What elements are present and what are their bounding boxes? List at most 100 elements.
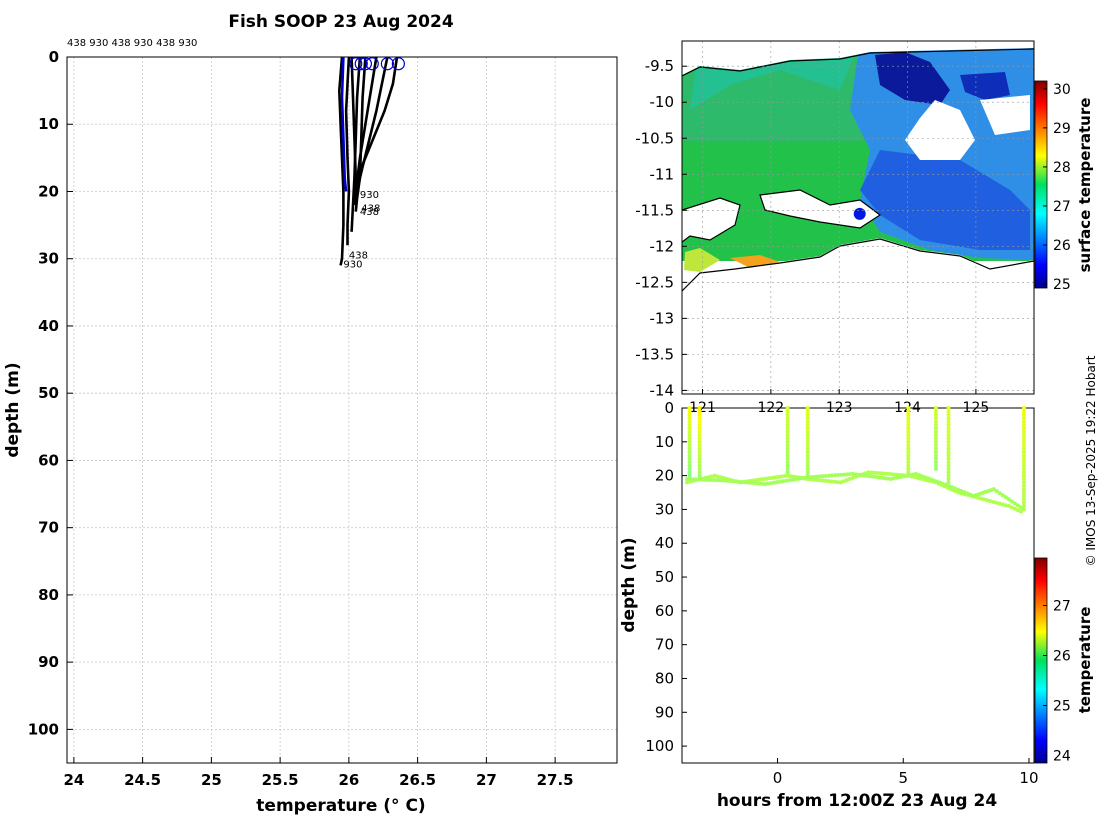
section-cast-point xyxy=(1021,477,1026,481)
section-track-point xyxy=(782,474,787,479)
section-cast-point xyxy=(946,429,951,434)
section-track-point xyxy=(850,475,855,480)
section-track-point xyxy=(875,471,880,476)
section-track-point xyxy=(685,480,690,485)
section-track-point xyxy=(775,480,780,485)
map-lat-tick-label: -14 xyxy=(650,381,675,399)
section-plot-frame xyxy=(681,407,1035,764)
coastline-north xyxy=(682,48,1034,77)
section-cast-point xyxy=(1021,409,1026,414)
section-cast-point xyxy=(933,409,938,414)
section-cast-point xyxy=(785,439,790,444)
section-cast-point xyxy=(697,419,702,424)
section-cast-point xyxy=(906,429,911,434)
section-cast-point xyxy=(697,443,702,448)
section-track-point xyxy=(778,479,783,484)
section-cast-point xyxy=(687,449,692,454)
section-track-point xyxy=(770,475,775,480)
section-cast-point xyxy=(946,433,951,438)
section-track-point xyxy=(814,477,819,482)
profile-x-tick-label: 24 xyxy=(63,771,84,789)
section-cast-point xyxy=(946,439,951,444)
temperature-colorbar-ticks: 24 25 26 27 xyxy=(1043,599,1071,765)
section-track-point xyxy=(772,480,777,485)
profile-y-tick-label: 50 xyxy=(38,384,59,402)
section-track-point xyxy=(884,471,889,476)
section-cast-point xyxy=(687,439,692,444)
section-track-point xyxy=(703,477,708,482)
section-cast-point xyxy=(1021,429,1026,434)
section-track-point xyxy=(817,478,822,483)
land-islands xyxy=(760,190,880,228)
section-cast-point xyxy=(1021,463,1026,468)
section-track-point xyxy=(991,499,996,504)
section-cast-point xyxy=(785,433,790,438)
land-south xyxy=(682,238,1034,394)
profile-x-axis-label: temperature (° C) xyxy=(256,796,425,816)
section-track-point xyxy=(997,501,1002,506)
profile-x-tick-label: 25.5 xyxy=(262,771,299,789)
section-track-point xyxy=(719,478,724,483)
section-track-point xyxy=(1012,506,1017,511)
section-track-point xyxy=(881,471,886,476)
section-cast-point xyxy=(1021,419,1026,424)
section-cast-point xyxy=(933,463,938,468)
section-cast-point xyxy=(697,433,702,438)
section-track-point xyxy=(991,487,996,492)
section-track-point xyxy=(796,476,801,481)
section-cast-point xyxy=(697,460,702,465)
sst-colorbar-ticks: 25 26 27 28 29 30 xyxy=(1043,82,1071,293)
section-cast-point xyxy=(946,453,951,458)
map-lat-tick-label: -13.5 xyxy=(635,345,674,363)
section-cast-point xyxy=(946,412,951,417)
section-y-axis-label: depth (m) xyxy=(619,537,639,632)
section-track-point xyxy=(1015,503,1020,508)
section-track-point xyxy=(1018,509,1023,514)
section-cast-point xyxy=(1021,433,1026,438)
coastline-islands xyxy=(759,189,882,229)
section-track-point xyxy=(755,477,760,482)
profile-x-tick-label: 26 xyxy=(338,771,359,789)
surface-marker xyxy=(380,57,394,71)
map-lat-tick-label: -10.5 xyxy=(635,129,674,147)
section-track-point xyxy=(779,474,784,479)
section-track-point xyxy=(733,479,738,484)
section-y-tick-label: 20 xyxy=(655,467,674,485)
section-track-point xyxy=(745,480,750,485)
section-panel: 0 10 20 30 40 50 60 70 80 90 100 0 5 10 hours from 1… xyxy=(619,399,1094,811)
profile-x-tick-label: 27 xyxy=(476,771,497,789)
section-cast-point xyxy=(697,422,702,427)
section-cast-point xyxy=(785,449,790,454)
section-cast-point xyxy=(906,456,911,461)
section-cast-point xyxy=(906,446,911,451)
sst-colorbar-tick-label: 27 xyxy=(1053,199,1071,215)
section-track-point xyxy=(835,473,840,478)
section-cast-point xyxy=(687,406,692,410)
section-cast-point xyxy=(1021,507,1026,512)
profile-y-tick-label: 20 xyxy=(38,182,59,200)
section-track-point xyxy=(706,477,711,482)
section-x-tick-label: 0 xyxy=(773,769,783,787)
section-cast-point xyxy=(697,426,702,431)
section-track-point xyxy=(1000,502,1005,507)
section-track-point xyxy=(751,481,756,486)
section-track-point xyxy=(694,477,699,482)
section-cast-point xyxy=(1021,480,1026,485)
section-cast-point xyxy=(946,426,951,431)
section-track-point xyxy=(757,481,762,486)
section-cast-point xyxy=(687,446,692,451)
map-lat-tick-label: -12 xyxy=(650,237,675,255)
section-cast-point xyxy=(805,453,810,458)
section-track-point xyxy=(769,481,774,486)
section-cast-point xyxy=(697,456,702,461)
surface-markers xyxy=(349,57,405,71)
section-cast-point xyxy=(1021,449,1026,454)
section-track-point xyxy=(826,479,831,484)
section-track-point xyxy=(888,477,893,481)
section-cast-point xyxy=(785,436,790,441)
section-cast-point xyxy=(785,443,790,448)
top-cast-labels: 438 930 438 930 438 930 xyxy=(67,38,197,49)
section-track-point xyxy=(1003,495,1008,500)
section-cast-point xyxy=(697,463,702,468)
